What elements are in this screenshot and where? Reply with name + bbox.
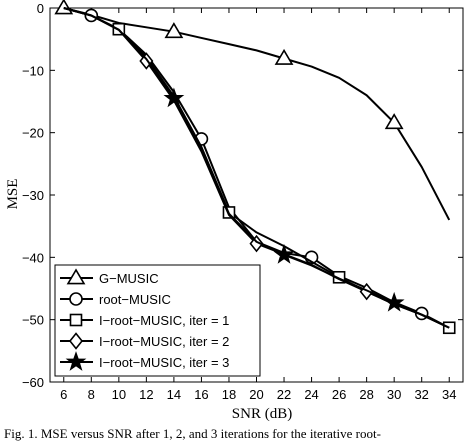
y-tick-label: −40	[22, 250, 44, 265]
x-axis-label: SNR (dB)	[232, 406, 292, 422]
legend-entry: root−MUSIC	[60, 292, 171, 307]
y-tick-label: −30	[22, 188, 44, 203]
data-point-triangle	[384, 113, 404, 130]
series-1	[54, 0, 451, 221]
x-tick-label: 28	[359, 387, 373, 402]
x-tick-label: 30	[387, 387, 401, 402]
data-point-star	[383, 291, 405, 312]
data-point-triangle	[54, 0, 74, 15]
x-tick-label: 6	[60, 387, 67, 402]
series-5	[63, 7, 450, 329]
legend-marker-diamond	[68, 332, 84, 350]
legend-entry: I−root−MUSIC, iter = 1	[60, 313, 229, 328]
mse-vs-snr-chart: 6 8 10 12 14 16 18 20 22 24 26 28 30 32 34 0 −10 −20 −30 −4…	[5, 0, 464, 422]
series-line	[63, 7, 450, 329]
data-point-triangle	[164, 22, 184, 39]
x-tick-label: 14	[167, 387, 181, 402]
x-tick-label: 8	[88, 387, 95, 402]
y-tick-label: −60	[22, 375, 44, 390]
legend-entry: G−MUSIC	[60, 268, 159, 286]
x-tick-label: 34	[442, 387, 456, 402]
x-tick-label: 12	[139, 387, 153, 402]
y-axis-label: MSE	[5, 179, 21, 210]
x-tick-label: 10	[112, 387, 126, 402]
legend-label: I−root−MUSIC, iter = 3	[99, 355, 229, 370]
x-tick-label: 24	[304, 387, 318, 402]
legend-marker-square	[69, 313, 83, 327]
legend: G−MUSIC root−MUSIC I−root−MUSIC, iter = 1 I…	[54, 264, 261, 377]
legend-entry: I−root−MUSIC, iter = 2	[60, 332, 229, 350]
legend-marker-star	[65, 351, 87, 371]
legend-label: root−MUSIC	[99, 292, 171, 307]
series-line	[63, 7, 451, 221]
legend-label: G−MUSIC	[99, 271, 159, 286]
y-tick-label: −50	[22, 313, 44, 328]
data-point-square	[442, 321, 456, 335]
x-tick-label: 22	[277, 387, 291, 402]
data-point-star	[273, 243, 295, 264]
data-point-star	[163, 87, 185, 108]
y-tick-label: −10	[22, 63, 44, 78]
legend-marker-triangle	[66, 268, 86, 285]
x-tick-label: 16	[194, 387, 208, 402]
figure-caption: Fig. 1. MSE versus SNR after 1, 2, and 3…	[4, 426, 381, 441]
legend-marker-circle	[69, 292, 83, 306]
y-tick-label: 0	[37, 1, 44, 16]
x-tick-label: 20	[249, 387, 263, 402]
series-layer	[54, 0, 456, 335]
x-tick-label: 26	[332, 387, 346, 402]
axis-ticks	[50, 7, 463, 383]
legend-entry: I−root−MUSIC, iter = 3	[60, 351, 229, 371]
y-tick-label: −20	[22, 126, 44, 141]
axis-tick-labels: 6 8 10 12 14 16 18 20 22 24 26 28 30 32 34 0 −10 −20 −30 −4…	[22, 1, 457, 402]
x-tick-label: 18	[222, 387, 236, 402]
legend-label: I−root−MUSIC, iter = 2	[99, 334, 229, 349]
x-tick-label: 32	[414, 387, 428, 402]
data-point-triangle	[274, 48, 294, 65]
legend-label: I−root−MUSIC, iter = 1	[99, 313, 229, 328]
